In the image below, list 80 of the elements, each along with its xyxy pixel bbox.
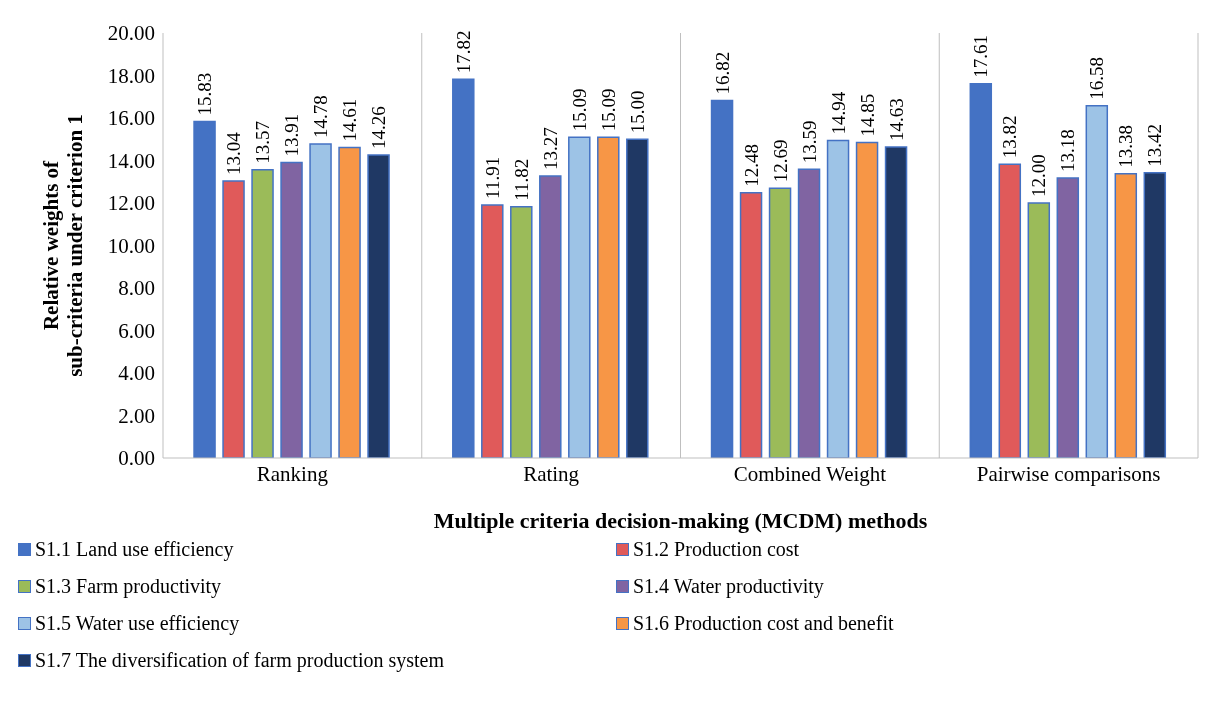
bar — [280, 161, 303, 458]
bar — [739, 192, 763, 458]
legend-label: S1.2 Production cost — [633, 538, 800, 561]
data-label: 14.85 — [856, 93, 878, 137]
data-label: 13.42 — [1144, 124, 1166, 167]
data-label: 15.09 — [568, 88, 590, 132]
x-tick-label: Ranking — [256, 461, 329, 486]
y-tick-label: 16.00 — [107, 106, 155, 131]
legend-label: S1.3 Farm productivity — [35, 575, 222, 598]
y-tick-label: 12.00 — [107, 191, 155, 216]
y-tick-label: 6.00 — [118, 318, 155, 343]
data-label: 14.94 — [827, 91, 849, 135]
data-label: 15.09 — [597, 88, 619, 132]
bar — [309, 143, 332, 458]
bar — [626, 138, 649, 458]
data-label: 13.38 — [1115, 124, 1137, 168]
data-label: 14.63 — [885, 98, 907, 142]
bar — [768, 187, 792, 458]
legend-label: S1.4 Water productivity — [633, 575, 824, 598]
data-label: 13.82 — [999, 115, 1021, 159]
bar — [222, 180, 245, 458]
legend-label: S1.6 Production cost and benefit — [633, 612, 894, 635]
bar — [367, 154, 390, 458]
data-label: 13.27 — [539, 127, 561, 171]
data-label: 13.18 — [1057, 129, 1079, 172]
data-label: 14.78 — [310, 95, 332, 138]
data-label: 13.04 — [223, 131, 245, 175]
bar — [826, 139, 850, 458]
data-label: 16.82 — [711, 51, 733, 95]
y-tick-label: 14.00 — [107, 148, 155, 173]
bar — [193, 120, 216, 458]
data-label: 16.58 — [1086, 56, 1108, 100]
y-tick-label: 20.00 — [107, 21, 155, 46]
bar — [597, 136, 620, 458]
data-label: 12.00 — [1028, 154, 1050, 197]
bar — [797, 168, 821, 458]
legend-label: S1.1 Land use efficiency — [35, 538, 234, 561]
x-axis-title: Multiple criteria decision-making (MCDM) methods — [433, 508, 928, 533]
data-label: 15.00 — [626, 90, 648, 134]
data-label: 17.61 — [970, 35, 992, 78]
data-label: 14.61 — [339, 98, 361, 142]
bar — [1056, 177, 1080, 458]
y-axis-title: Relative weights of sub-criteria under criterion 1 — [39, 114, 87, 377]
x-tick-label: Combined Weight — [733, 461, 887, 486]
bar — [568, 136, 591, 458]
legend-label: S1.7 The diversification of farm production system — [35, 649, 444, 672]
bar — [481, 204, 504, 458]
data-label: 14.26 — [368, 106, 390, 149]
data-label: 17.82 — [452, 30, 474, 74]
bar — [710, 99, 734, 458]
y-tick-label: 4.00 — [118, 361, 155, 386]
data-label: 11.82 — [510, 158, 532, 201]
y-tick-label: 8.00 — [118, 276, 155, 301]
bar — [510, 206, 533, 458]
data-label: 12.69 — [769, 139, 791, 183]
data-label: 13.59 — [798, 120, 820, 164]
data-label: 12.48 — [740, 144, 762, 187]
bar — [1085, 104, 1109, 458]
data-label: 13.91 — [281, 113, 303, 157]
y-tick-label: 0.00 — [118, 446, 155, 471]
bar — [338, 146, 361, 458]
bar — [251, 168, 274, 458]
x-tick-label: Rating — [523, 461, 580, 486]
bar — [998, 163, 1022, 458]
bar — [969, 83, 993, 458]
bar — [1027, 202, 1051, 458]
bar — [452, 78, 475, 458]
x-tick-label: Pairwise comparisons — [976, 461, 1161, 486]
data-label: 13.57 — [252, 120, 274, 164]
bar — [884, 146, 908, 458]
bar — [855, 141, 879, 458]
y-tick-label: 2.00 — [118, 403, 155, 428]
data-label: 11.91 — [481, 156, 503, 199]
y-tick-label: 18.00 — [107, 63, 155, 88]
y-tick-label: 10.00 — [107, 233, 155, 258]
bar — [1114, 172, 1138, 458]
bar — [1143, 172, 1167, 458]
legend-label: S1.5 Water use efficiency — [35, 612, 240, 635]
data-label: 15.83 — [194, 72, 216, 116]
bar — [539, 175, 562, 458]
